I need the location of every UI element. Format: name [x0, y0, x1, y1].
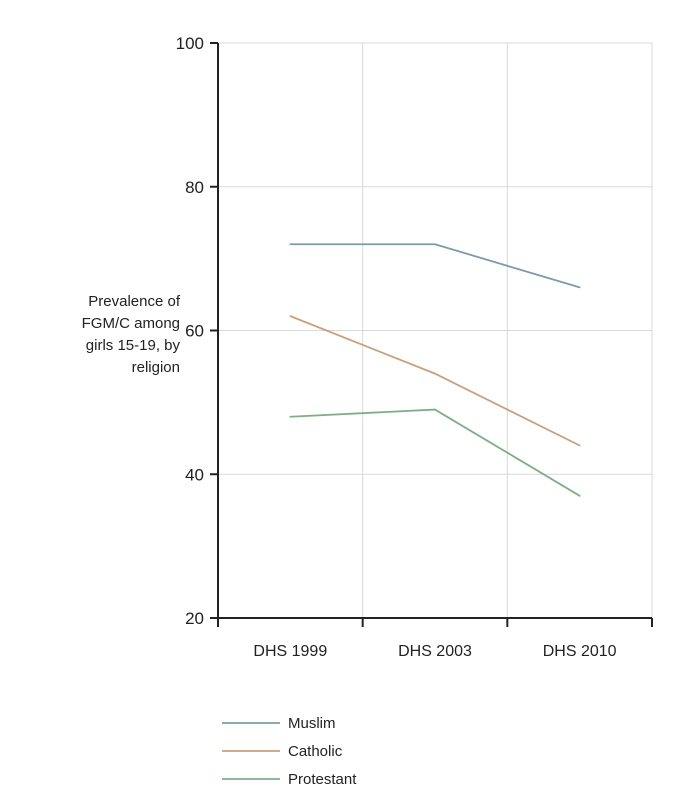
legend-label-catholic: Catholic — [288, 743, 343, 760]
legend-label-muslim: Muslim — [288, 715, 336, 732]
y-axis-label-line: Prevalence of — [88, 293, 181, 310]
y-axis-label-line: FGM/C among — [82, 315, 180, 332]
data-point-catholic — [289, 315, 292, 318]
data-point-catholic — [578, 444, 581, 447]
y-axis-label-line: religion — [132, 359, 180, 376]
y-tick-label: 80 — [185, 178, 204, 197]
y-tick-label: 60 — [185, 322, 204, 341]
y-axis-label-line: girls 15-19, by — [86, 337, 181, 354]
grid — [218, 42, 653, 618]
y-tick-label: 40 — [185, 465, 204, 484]
data-point-protestant — [289, 415, 292, 418]
y-axis-label: Prevalence of FGM/C among girls 15-19, by r… — [82, 293, 181, 376]
y-tick-label: 20 — [185, 609, 204, 628]
legend-label-protestant: Protestant — [288, 771, 357, 788]
x-tick-label: DHS 2003 — [398, 643, 472, 660]
legend: Muslim Catholic Protestant — [222, 715, 357, 788]
y-tick-label: 100 — [176, 34, 204, 53]
x-tick-label: DHS 1999 — [253, 643, 327, 660]
series-lines — [289, 243, 581, 497]
series-line-protestant — [290, 408, 581, 497]
data-point-protestant — [434, 408, 436, 411]
series-line-catholic — [290, 315, 581, 447]
x-tick-label: DHS 2010 — [543, 643, 617, 660]
series-line-muslim — [290, 243, 580, 289]
data-point-muslim — [578, 286, 581, 289]
tick-labels: 20 40 60 80 100 DHS 1999 DHS 2003 DHS 2010 — [176, 34, 617, 660]
data-point-muslim — [434, 243, 436, 246]
data-point-muslim — [289, 243, 292, 246]
data-point-catholic — [434, 372, 436, 375]
data-point-protestant — [578, 494, 581, 497]
axes — [210, 42, 653, 627]
